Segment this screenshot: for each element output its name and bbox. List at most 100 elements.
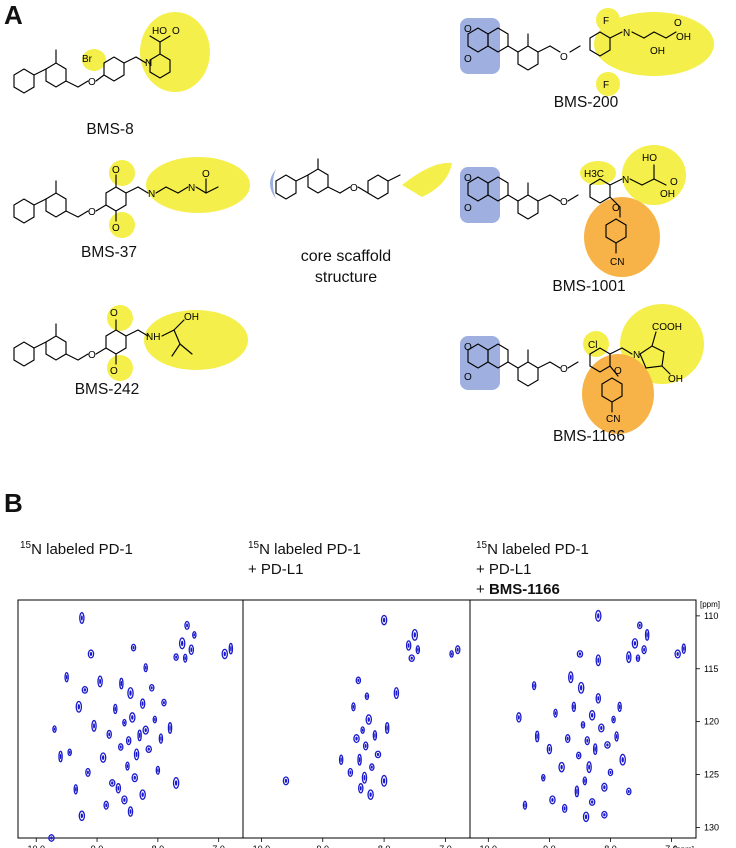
highlight-bms8-acid: [140, 12, 210, 92]
nmr-peak-core: [633, 641, 637, 646]
nmr-peak-core: [141, 792, 144, 797]
y-tick-label: 115: [704, 664, 718, 674]
nmr-peak: [87, 649, 95, 659]
nmr-peak: [549, 795, 556, 805]
nmr-peak-core: [101, 755, 105, 760]
atom-o-ether-1: O: [560, 197, 568, 208]
highlight-bms242-ome2: [107, 355, 133, 381]
nmr-peak: [576, 650, 584, 658]
nmr-peak: [598, 723, 605, 733]
x-tick-label: 7.0: [212, 844, 225, 848]
nmr-peak: [384, 722, 390, 734]
nmr-peak: [575, 751, 582, 760]
atom-o-amide: O: [202, 169, 210, 180]
nmr-peak-core: [132, 646, 135, 650]
atom-o-carbonyl: O: [674, 18, 682, 29]
nmr-peak-core: [83, 688, 87, 692]
nmr-peak-core: [160, 736, 162, 741]
nmr-peak: [78, 810, 86, 822]
atom-cn: CN: [610, 257, 624, 268]
nmr-peak-core: [627, 654, 630, 660]
nmr-peak: [411, 628, 419, 641]
atom-nh: N: [622, 175, 629, 186]
nmr-peak-core: [597, 613, 600, 619]
nmr-peak: [595, 609, 602, 622]
x-tick-label: 10.0: [480, 844, 498, 848]
nmr-peak: [125, 736, 132, 746]
nmr-peak-core: [646, 632, 648, 638]
nmr-peak-core: [50, 836, 53, 840]
nmr-peak-core: [141, 701, 144, 706]
compound-name-bms8: BMS-8: [86, 121, 134, 138]
nmr-peak-core: [89, 651, 93, 656]
atom-o-ether: O: [88, 77, 96, 88]
nmr-peak: [338, 754, 344, 765]
nmr-peak: [48, 834, 55, 842]
nmr-peak-core: [413, 632, 416, 638]
structure-bms8: Br HO O O N: [13, 12, 210, 94]
spectra-frame: [17, 599, 697, 839]
nmr-peak: [454, 645, 461, 655]
nmr-peak-core: [126, 764, 129, 769]
nmr-peak: [137, 729, 142, 742]
nmr-peak: [586, 761, 592, 774]
atom-f-bottom: F: [603, 80, 609, 91]
highlight-bms200-acid: [594, 12, 714, 76]
nmr-peak-core: [524, 803, 526, 808]
nmr-peak: [592, 743, 598, 756]
x-tick-label: 10.0: [27, 844, 45, 848]
nmr-peak-core: [376, 752, 380, 757]
nmr-peak-core: [584, 814, 588, 820]
atom-n: N: [145, 58, 152, 69]
nmr-peak-core: [590, 712, 594, 718]
highlight-bms8-br: [82, 49, 106, 71]
core-label-line1: core scaffold: [300, 248, 392, 265]
nmr-peak: [595, 693, 602, 704]
condition-label-2: 15N labeled PD-1 + PD-L1: [248, 536, 361, 580]
nmr-peak-core: [586, 738, 589, 743]
nmr-peak: [614, 731, 619, 742]
atom-o-diox-1: O: [464, 24, 472, 35]
nmr-peak: [122, 718, 127, 727]
highlight-bms200-f2: [596, 72, 620, 96]
nmr-peak-core: [621, 757, 624, 763]
y-tick-label: 110: [704, 611, 718, 621]
nmr-peak-core: [80, 615, 83, 621]
panel-a-letter: A: [4, 0, 23, 30]
nmr-peak-core: [407, 643, 410, 648]
nmr-peak: [369, 763, 375, 771]
isotope-sup: 15: [20, 540, 32, 551]
atom-nh-2: N: [188, 183, 195, 194]
nmr-peak: [604, 741, 611, 749]
atom-n: N: [633, 350, 640, 361]
atom-nh: NH: [146, 332, 160, 343]
nmr-peak-core: [123, 797, 126, 802]
core-scaffold-label: core scaffold structure: [276, 246, 416, 288]
nmr-peak: [149, 683, 155, 692]
nmr-peak: [571, 701, 577, 713]
nmr-peak-core: [108, 732, 111, 737]
nmr-peak: [158, 733, 164, 744]
nmr-peak: [577, 681, 585, 694]
nmr-peak: [619, 753, 626, 766]
nmr-peak: [347, 767, 354, 777]
nmr-peak: [635, 654, 641, 663]
nmr-peak: [355, 676, 362, 685]
panel-b-letter: B: [4, 488, 23, 518]
atom-oh-1: OH: [650, 46, 665, 57]
nmr-peak-core: [600, 726, 603, 730]
nmr-peak: [184, 620, 190, 630]
y-tick-label: 130: [704, 822, 719, 832]
nmr-peak-core: [357, 678, 360, 682]
nmr-peak: [582, 811, 590, 823]
nmr-peak-core: [144, 665, 147, 670]
highlight-bms1001-cn: [584, 197, 660, 277]
condition-label-1: 15N labeled PD-1: [20, 536, 133, 560]
nmr-peak-core: [340, 757, 342, 763]
nmr-peak-core: [349, 770, 352, 775]
nmr-peak: [161, 698, 167, 707]
nmr-peak: [221, 648, 229, 660]
atom-o-diox-2: O: [464, 372, 472, 383]
highlight-bms1001-dioxane: [460, 167, 500, 223]
nmr-peak: [99, 752, 107, 763]
